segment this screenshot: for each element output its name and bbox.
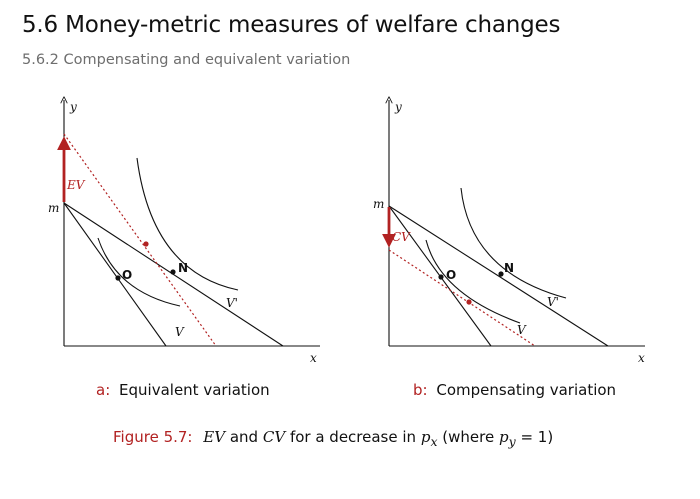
figure-py: py — [498, 428, 516, 449]
figure-px-base: p — [420, 428, 431, 446]
panel-a-ev-label: EV — [66, 178, 86, 192]
panel-b: y x m CV O N V V' — [373, 100, 645, 365]
panel-a-point-o — [115, 275, 121, 281]
figure-and: and — [229, 428, 259, 446]
panel-a: y x m EV O N V V' — [48, 100, 320, 365]
panel-b-point-n-label: N — [504, 261, 514, 275]
panel-a-old-budget-line — [63, 202, 167, 347]
panel-b-curve-v — [425, 239, 521, 324]
caption-a: a: Equivalent variation — [96, 381, 270, 403]
figure-ev: EV — [203, 428, 226, 446]
figure-text-mid: for a decrease in — [289, 428, 417, 446]
panel-a-curve-vprime — [136, 157, 239, 291]
panel-a-curve-v-label: V — [175, 325, 185, 339]
slide-title: 5.6 Money-metric measures of welfare cha… — [22, 12, 561, 38]
panel-b-curve-vprime-label: V' — [547, 295, 559, 309]
figure-eq: = 1) — [520, 428, 554, 446]
panel-a-curve-vprime-label: V' — [226, 296, 238, 310]
panel-b-cv-label: CV — [392, 230, 411, 244]
panel-b-y-label: y — [394, 100, 402, 114]
panel-a-m-label: m — [48, 201, 59, 215]
panel-a-tangency-point — [143, 241, 149, 247]
panel-b-point-o — [438, 274, 444, 280]
panel-b-x-label: x — [638, 351, 645, 365]
panel-b-curve-v-label: V — [517, 323, 527, 337]
panel-b-tangency-point — [466, 299, 472, 305]
figure-cv: CV — [262, 428, 286, 446]
panel-a-point-o-label: O — [122, 268, 132, 282]
figure-caption: Figure 5.7: EV and CV for a decrease in … — [113, 428, 553, 449]
figure-py-sub: y — [508, 434, 516, 449]
panel-b-point-o-label: O — [446, 268, 456, 282]
figure-px-sub: x — [430, 434, 438, 449]
figure-where: (where — [442, 428, 495, 446]
figure-number: Figure 5.7: — [113, 428, 193, 446]
caption-b-text: Compensating variation — [436, 381, 617, 399]
panel-a-curve-v — [97, 237, 181, 307]
panel-a-point-n — [170, 269, 176, 275]
caption-a-text: Equivalent variation — [119, 381, 270, 399]
panel-a-compensated-line — [63, 133, 217, 347]
caption-b-letter: b: — [413, 381, 428, 399]
panel-a-y-label: y — [69, 100, 77, 114]
caption-b: b: Compensating variation — [413, 381, 616, 403]
panel-a-x-label: x — [310, 351, 317, 365]
panel-a-point-n-label: N — [178, 261, 188, 275]
slide-subtitle: 5.6.2 Compensating and equivalent variat… — [22, 52, 351, 68]
figure-px: px — [420, 428, 438, 449]
panel-b-m-label: m — [373, 197, 384, 211]
panel-b-compensated-line — [388, 249, 536, 347]
figure-py-base: p — [498, 428, 509, 446]
panel-b-new-budget-line — [388, 205, 609, 347]
caption-a-letter: a: — [96, 381, 111, 399]
panel-b-curve-vprime — [460, 187, 567, 299]
panel-b-point-n — [498, 271, 504, 277]
